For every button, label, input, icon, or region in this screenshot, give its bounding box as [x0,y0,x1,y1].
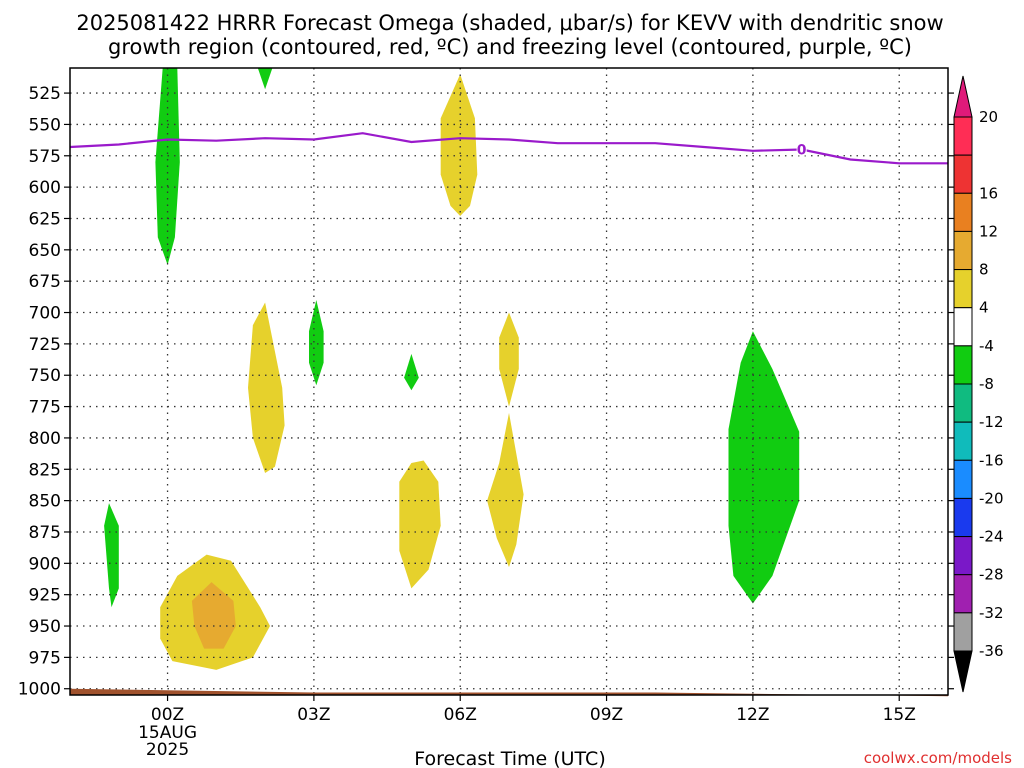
y-tick-label: 625 [29,209,61,229]
colorbar-legend: 20 16 12 8 4 -4 -8 -12 -16 -20 -24 -28 -32 -36 [953,75,1004,693]
colorbar-swatch [953,230,973,271]
y-tick-label: 800 [29,429,61,449]
colorbar-swatch [953,383,973,423]
y-tick-label: 975 [29,648,61,668]
pressure-axis: 525 550 575 600 625 650 675 700 725 750 775 800 825 8… [18,84,954,700]
y-tick-label: 850 [29,492,61,512]
y-tick-label: 725 [29,335,61,355]
y-tick-label: 825 [29,460,61,480]
y-tick-label: 550 [29,115,61,135]
upward-motion-02z-top [257,68,273,90]
omega-shaded-regions [104,68,800,670]
colorbar-top-arrow [953,75,973,118]
colorbar-tick-label: -24 [979,528,1004,546]
x-tick-label: 12Z [736,705,769,725]
x-tick-label: 00Z [151,705,184,725]
freezing-level-label: 0 [797,143,807,159]
colorbar-swatch [953,459,973,499]
freezing-level-line [69,132,948,165]
credit-text: coolwx.com/models [864,749,1012,767]
colorbar-tick-label: -32 [979,604,1004,622]
upward-motion-01z-low [104,503,119,608]
x-tick-label: 09Z [590,705,623,725]
y-tick-label: 575 [29,147,61,167]
colorbar-tick-label: -20 [979,489,1004,507]
y-tick-label: 950 [29,617,61,637]
x-tick-label: 06Z [444,705,477,725]
colorbar-swatch [953,154,973,194]
colorbar-swatch [953,497,973,538]
colorbar-tick-label: 12 [979,222,998,240]
colorbar-tick-label: -16 [979,451,1004,469]
y-tick-label: 925 [29,586,61,606]
x-tick-label: 15Z [883,705,916,725]
upward-motion-03z [309,300,324,386]
colorbar-tick-label: 8 [979,261,989,279]
upward-motion-05z [404,353,419,391]
colorbar-swatch [953,307,973,347]
y-tick-label: 875 [29,523,61,543]
chart-title-line-1: 2025081422 HRRR Forecast Omega (shaded, … [76,11,943,35]
chart-title-line-2: growth region (contoured, red, ºC) and f… [108,35,912,59]
colorbar-tick-label: -4 [979,337,994,355]
y-tick-label: 900 [29,554,61,574]
y-tick-label: 775 [29,398,61,418]
dotted-grid [70,68,948,695]
colorbar-swatch [953,574,973,614]
colorbar-tick-label: -12 [979,413,1004,431]
colorbar-tick-label: 20 [979,108,998,126]
colorbar-bottom-arrow [953,650,973,693]
colorbar-swatch [953,116,973,156]
colorbar-tick-label: -36 [979,642,1004,660]
freezing-label-bg [796,141,807,156]
colorbar-swatch [953,536,973,576]
downward-motion-05z [399,460,441,589]
y-tick-label: 700 [29,304,61,324]
downward-motion-07z-lower [487,412,524,568]
colorbar-tick-label: 16 [979,184,998,202]
x-tick-sublabel: 2025 [146,740,189,760]
y-tick-label: 750 [29,366,61,386]
x-axis-label: Forecast Time (UTC) [414,748,605,768]
plot-frame [69,67,949,696]
colorbar-swatch [953,345,973,385]
colorbar-swatch [953,269,973,309]
colorbar-swatch [953,421,973,461]
y-tick-label: 525 [29,84,61,104]
downward-motion-06z-top [440,74,478,216]
upward-motion-12z [728,331,800,604]
downward-motion-02z [248,302,285,473]
x-tick-sublabel: 15AUG [138,723,197,743]
freezing-level-contour: 0 [69,132,948,165]
y-tick-label: 650 [29,241,61,261]
downward-motion-01z-core [191,582,236,649]
colorbar-tick-label: -8 [979,375,994,393]
colorbar-swatch [953,192,973,232]
colorbar-tick-label: -28 [979,566,1004,584]
y-tick-label: 600 [29,178,61,198]
y-tick-label: 1000 [18,680,61,700]
colorbar-tick-label: 4 [979,299,989,317]
colorbar-swatch [953,612,973,652]
x-tick-label: 03Z [297,705,330,725]
y-tick-label: 675 [29,272,61,292]
downward-motion-07z-upper [499,312,519,407]
